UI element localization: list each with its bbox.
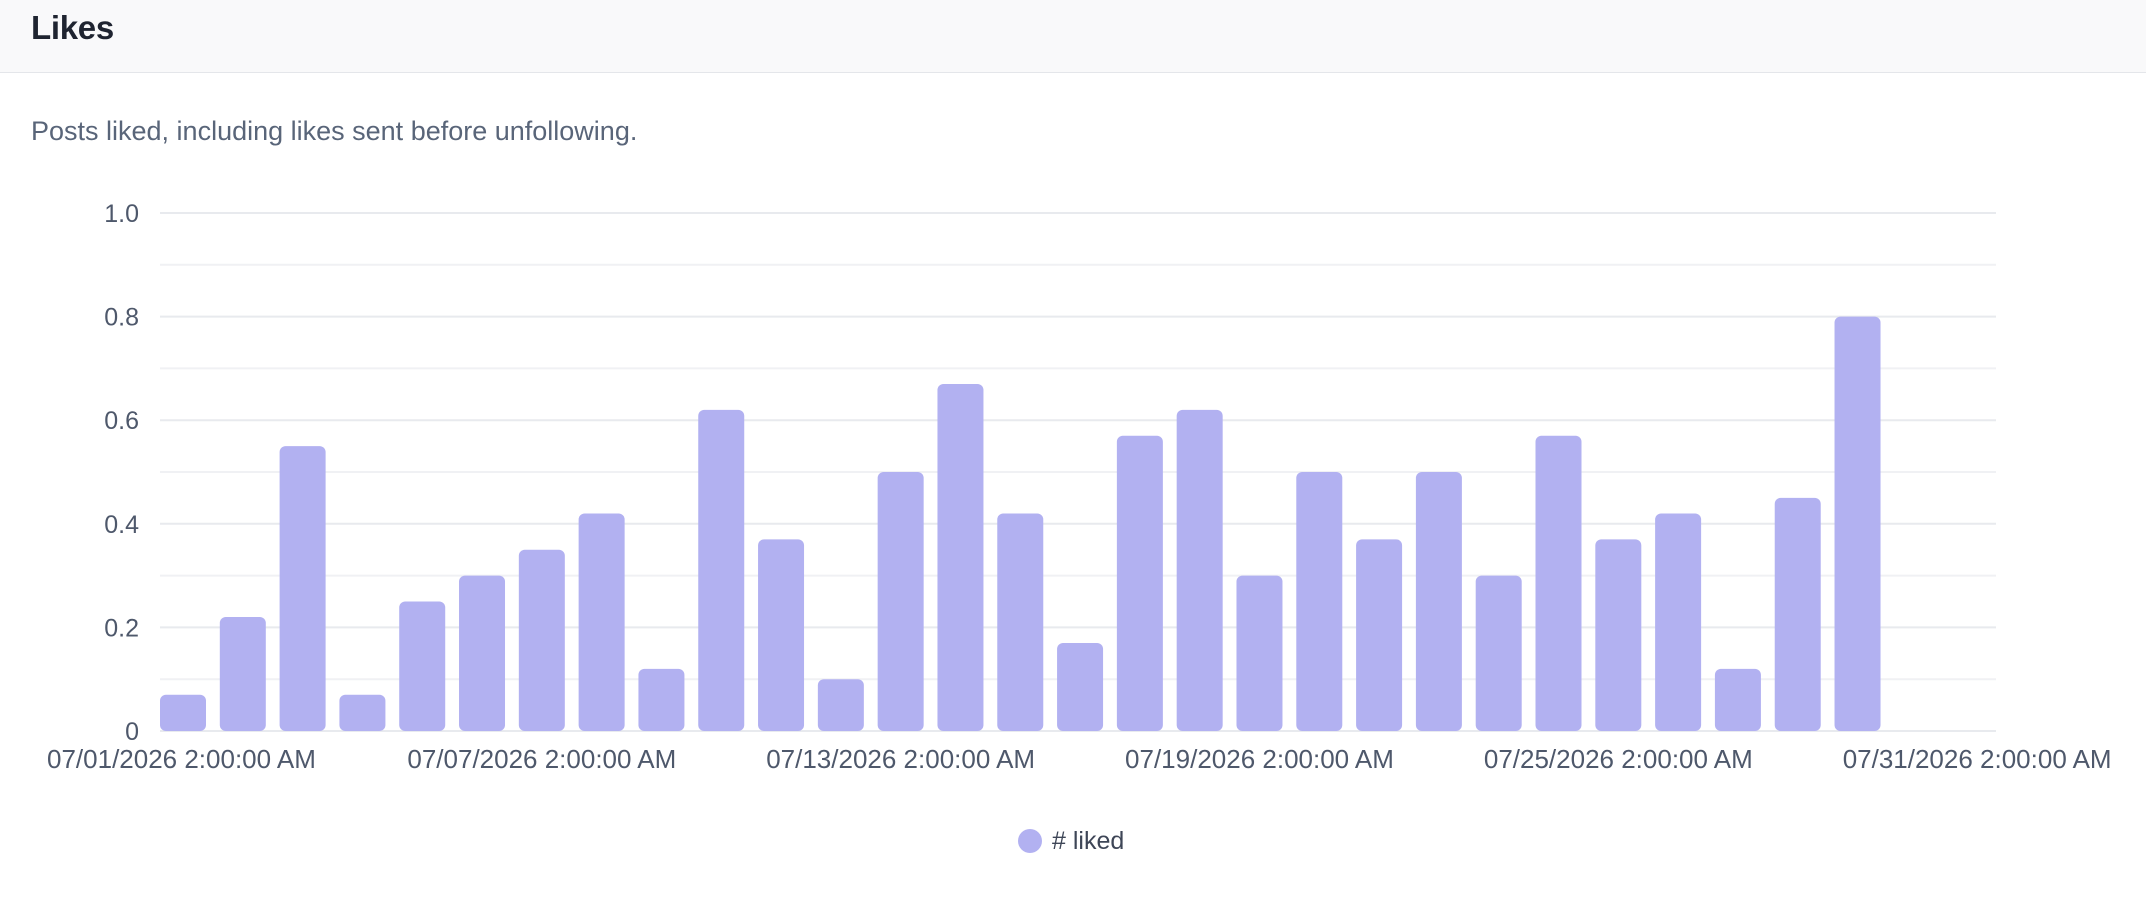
legend-swatch-liked xyxy=(1018,829,1042,853)
panel-header: Likes xyxy=(0,0,2146,73)
y-tick-label: 0.8 xyxy=(104,304,139,332)
bar-26[interactable] xyxy=(1655,513,1702,731)
bar-24[interactable] xyxy=(1535,435,1582,731)
bar-21[interactable] xyxy=(1356,539,1403,731)
y-tick-label: 1.0 xyxy=(104,200,139,228)
bar-29[interactable] xyxy=(1834,316,1881,731)
bar-14[interactable] xyxy=(937,383,984,731)
bar-23[interactable] xyxy=(1475,575,1522,731)
bar-12[interactable] xyxy=(817,679,864,731)
x-tick-label: 07/19/2026 2:00:00 AM xyxy=(1125,744,1394,774)
bar-4[interactable] xyxy=(339,694,386,731)
bar-13[interactable] xyxy=(877,472,924,731)
bar-5[interactable] xyxy=(399,601,446,732)
bars xyxy=(160,316,1881,732)
y-tick-label: 0.2 xyxy=(104,614,139,642)
bar-20[interactable] xyxy=(1296,472,1343,731)
bar-2[interactable] xyxy=(219,617,266,731)
bar-18[interactable] xyxy=(1176,409,1223,731)
x-tick-label: 07/25/2026 2:00:00 AM xyxy=(1484,744,1753,774)
bar-19[interactable] xyxy=(1236,575,1283,731)
bar-8[interactable] xyxy=(578,513,625,731)
x-tick-label: 07/31/2026 2:00:00 AM xyxy=(1843,744,2112,774)
bar-7[interactable] xyxy=(518,549,565,731)
bar-10[interactable] xyxy=(698,409,745,731)
x-tick-label: 07/07/2026 2:00:00 AM xyxy=(407,744,676,774)
y-axis: 0 0.2 0.4 0.6 0.8 1.0 xyxy=(104,200,139,746)
bar-22[interactable] xyxy=(1415,472,1462,731)
panel-title: Likes xyxy=(31,9,114,46)
legend-label-liked: # liked xyxy=(1052,826,1125,855)
bar-16[interactable] xyxy=(1057,642,1104,731)
panel-description: Posts liked, including likes sent before… xyxy=(31,116,638,146)
bar-3[interactable] xyxy=(279,446,326,731)
bar-27[interactable] xyxy=(1714,668,1761,731)
bar-15[interactable] xyxy=(997,513,1044,731)
y-tick-label: 0.4 xyxy=(104,511,139,539)
bar-9[interactable] xyxy=(638,668,685,731)
bar-11[interactable] xyxy=(758,539,805,731)
bar-17[interactable] xyxy=(1116,435,1163,731)
bar-28[interactable] xyxy=(1774,497,1821,731)
x-axis: 07/01/2026 2:00:00 AM 07/07/2026 2:00:00 … xyxy=(47,744,2112,774)
chart-legend[interactable]: # liked xyxy=(1018,826,1124,856)
y-tick-label: 0 xyxy=(125,718,139,746)
bar-25[interactable] xyxy=(1595,539,1642,731)
y-tick-label: 0.6 xyxy=(104,407,139,435)
x-tick-label: 07/13/2026 2:00:00 AM xyxy=(766,744,1035,774)
bar-6[interactable] xyxy=(459,575,506,731)
bar-1[interactable] xyxy=(160,694,206,731)
x-tick-label: 07/01/2026 2:00:00 AM xyxy=(47,744,316,774)
